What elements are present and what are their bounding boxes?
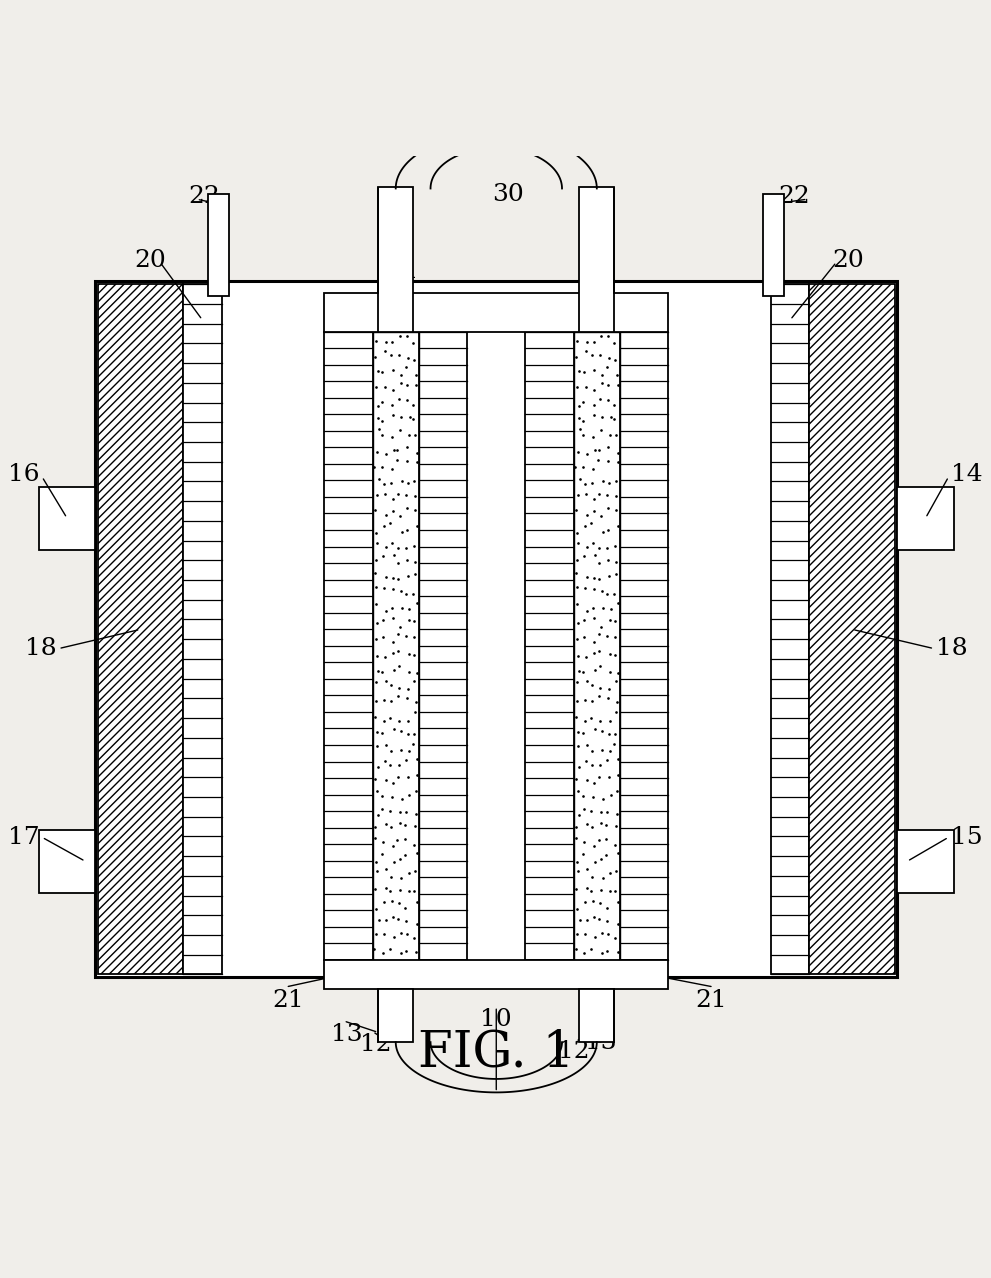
Bar (98, 284, 183, 974)
Bar (898, 829, 953, 893)
Bar (379, 187, 413, 331)
Bar (373, 331, 419, 960)
Text: 20: 20 (134, 248, 165, 271)
Bar (763, 194, 784, 295)
Bar (324, 960, 668, 989)
Bar (771, 284, 810, 974)
Bar (324, 331, 468, 960)
Bar (39, 829, 95, 893)
Bar (324, 293, 668, 331)
Bar (525, 331, 668, 960)
Text: 22: 22 (778, 185, 810, 208)
Text: 13: 13 (331, 1022, 363, 1045)
Text: 13: 13 (585, 1030, 616, 1053)
Text: 16: 16 (8, 463, 40, 486)
Bar (39, 487, 95, 550)
Text: 20: 20 (832, 248, 864, 271)
Text: 18: 18 (936, 638, 968, 661)
Bar (580, 989, 614, 1042)
Text: 30: 30 (492, 183, 524, 206)
Text: 10: 10 (481, 1008, 512, 1031)
Text: 21: 21 (695, 989, 726, 1012)
Text: 22: 22 (188, 185, 220, 208)
Bar (208, 194, 230, 295)
Text: 19: 19 (324, 294, 356, 317)
Bar (580, 187, 614, 331)
Text: 21: 21 (273, 989, 304, 1012)
Text: 14: 14 (950, 463, 982, 486)
Text: 12: 12 (360, 1034, 391, 1057)
Bar (898, 487, 953, 550)
Bar (574, 331, 620, 960)
Text: 18: 18 (25, 638, 56, 661)
Text: FIG. 1: FIG. 1 (418, 1028, 575, 1077)
Bar (183, 284, 222, 974)
Text: 17: 17 (8, 826, 40, 849)
Text: 15: 15 (950, 826, 982, 849)
Bar (810, 284, 895, 974)
Text: 19: 19 (617, 294, 649, 317)
Text: 11: 11 (387, 261, 419, 284)
Text: 12: 12 (558, 1040, 590, 1063)
Bar (379, 989, 413, 1042)
Bar (95, 281, 898, 978)
